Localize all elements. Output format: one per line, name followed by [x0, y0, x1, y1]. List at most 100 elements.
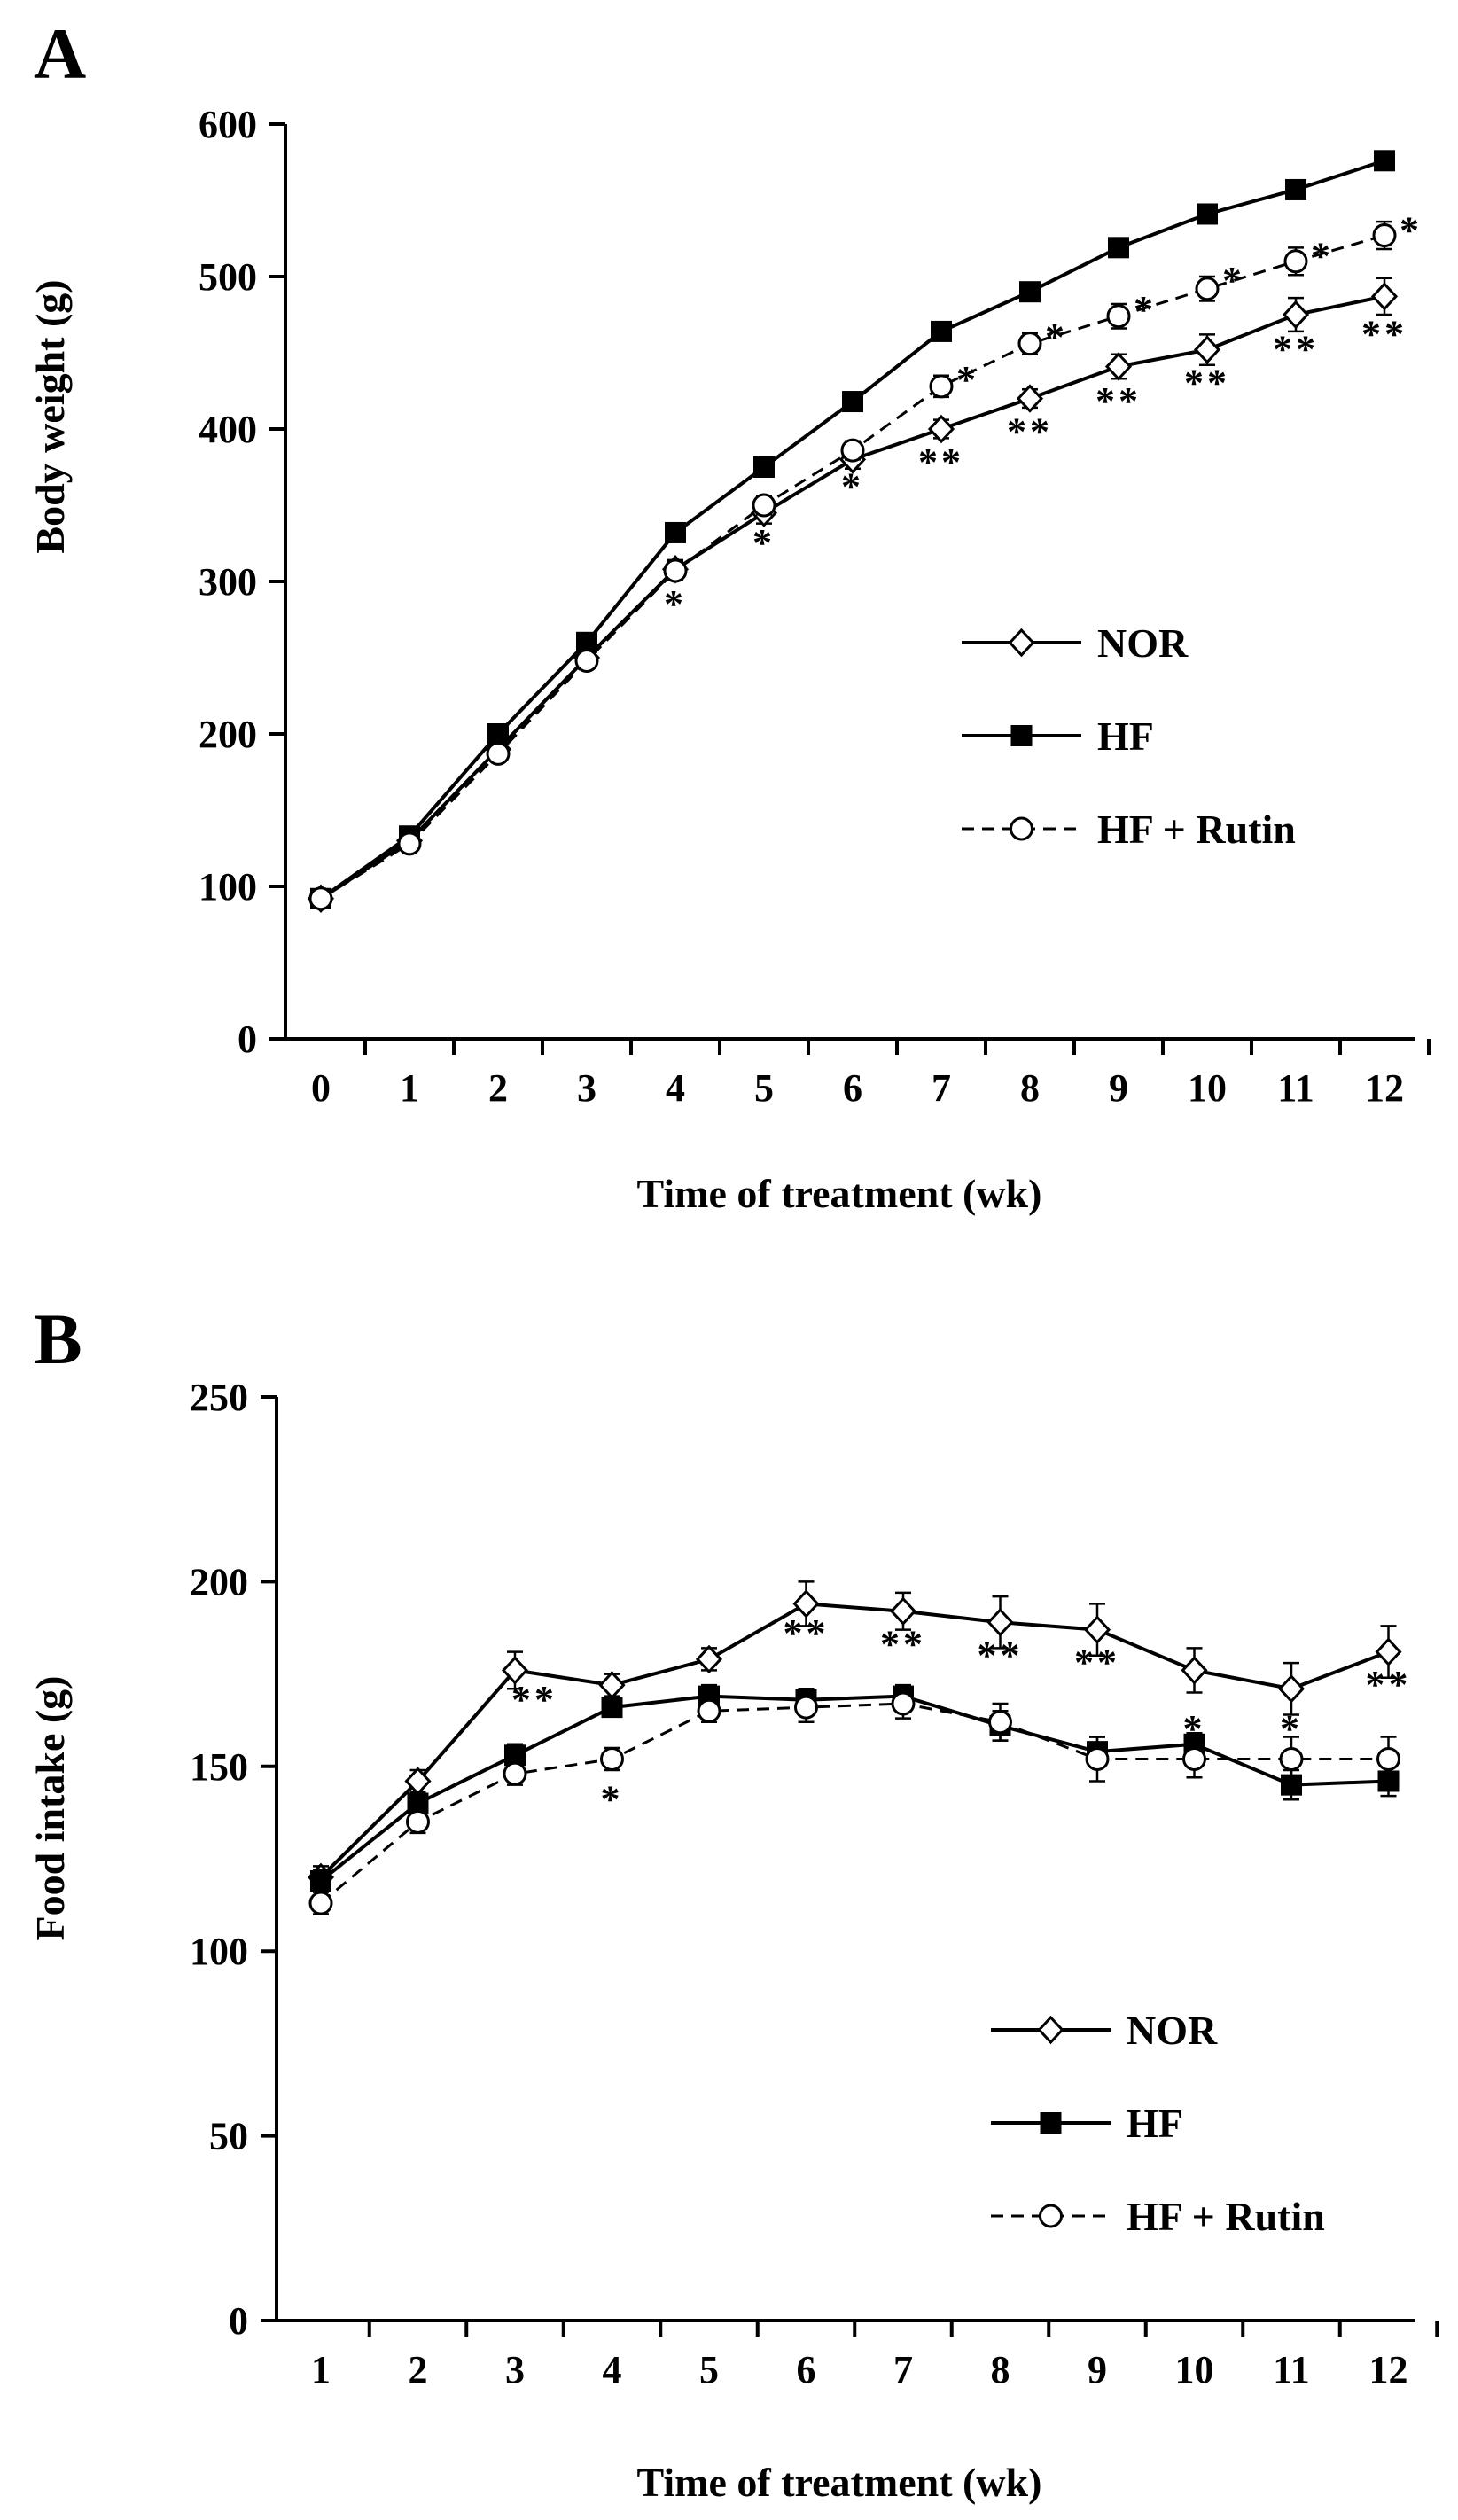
panel-a-hf-rutin-point	[397, 831, 422, 856]
panel-b-nor-point	[695, 1644, 723, 1674]
panel-b-x-tick-label: 10	[1175, 2348, 1214, 2391]
panel-b-x-tick-label: 11	[1273, 2348, 1310, 2391]
panel-a-hf-rutin-point	[840, 438, 865, 463]
panel-b-hf-rutin-point	[1085, 1746, 1110, 1771]
panel-b-x-tick-label: 6	[797, 2348, 816, 2391]
panel-b-x-tick-label: 2	[409, 2348, 428, 2391]
panel-b-label: B	[34, 1299, 82, 1379]
panel-b-nor-point	[1375, 1637, 1402, 1666]
panel-b-x-tick-label: 4	[603, 2348, 622, 2391]
panel-b-significance-marker: *	[601, 1777, 624, 1821]
panel-a-legend-hf-rutin-marker	[1010, 816, 1033, 841]
panel-b-hf-rutin-point	[1182, 1746, 1206, 1771]
panel-a-hf-point	[1374, 150, 1395, 172]
panel-a-hf-point	[842, 391, 863, 413]
panel-b-significance-marker: **	[1366, 1663, 1412, 1706]
panel-a-y-tick-label: 200	[199, 713, 257, 756]
panel-b-legend-hf-label: HF	[1127, 2101, 1183, 2146]
panel-b-y-tick-label: 250	[190, 1376, 248, 1419]
panel-a-hf-rutin-point	[1372, 223, 1397, 248]
panel-a-y-tick-label: 500	[199, 255, 257, 299]
panel-b-hf-point	[310, 1870, 331, 1892]
panel-a-nor-point	[1370, 282, 1399, 311]
panel-a-significance-marker: **	[918, 441, 964, 484]
panel-a-x-tick-label: 12	[1365, 1066, 1404, 1110]
panel-a-hf-point	[1019, 281, 1041, 303]
panel-b-x-tick-label: 5	[699, 2348, 719, 2391]
panel-a-y-tick-label: 600	[199, 103, 257, 146]
panel-a-hf-point	[1108, 237, 1129, 259]
panel-a-x-tick-label: 6	[843, 1066, 862, 1110]
panel-b-significance-marker: **	[1074, 1641, 1120, 1684]
panel-a-ylabel: Body weight (g)	[27, 279, 73, 553]
panel-a-nor-point	[1104, 352, 1133, 381]
panel-a-nor-point	[1282, 300, 1310, 330]
panel-b-nor-point	[1277, 1674, 1306, 1704]
panel-b-significance-marker: **	[978, 1634, 1024, 1677]
panel-a-significance-marker: *	[1222, 259, 1245, 302]
panel-b-legend-nor-label: NOR	[1127, 2008, 1218, 2053]
panel-a-y-tick-label: 0	[238, 1018, 257, 1061]
panel-a-legend: NOR HF HF + Rutin	[962, 620, 1296, 852]
panel-a-x-tick-label: 1	[400, 1066, 419, 1110]
panel-a-hf-point	[1285, 178, 1306, 200]
panel-a-significance-marker: *	[956, 358, 979, 402]
panel-b-nor-point	[889, 1596, 917, 1626]
panel-a-hf-rutin-point	[1195, 277, 1220, 301]
panel-a-legend-nor-marker	[1008, 628, 1035, 658]
panel-a-hf-rutin-point	[1283, 249, 1308, 274]
panel-b-hf-rutin-point	[1279, 1746, 1304, 1771]
panel-a-hf-rutin-point	[752, 493, 776, 518]
panel-a-hf-rutin-point	[486, 741, 511, 766]
panel-a-significance-marker: **	[1007, 410, 1053, 453]
panel-b-y-tick-label: 100	[190, 1930, 248, 1973]
panel-a-x-tick-label: 5	[754, 1066, 774, 1110]
panel-a-x-tick-label: 0	[311, 1066, 331, 1110]
panel-a-x-tick-label: 2	[488, 1066, 508, 1110]
panel-b-hf-line	[319, 1694, 1389, 1883]
panel-a-hf-point	[1197, 203, 1218, 225]
panel-a-significance-marker: *	[1311, 235, 1334, 278]
panel-b-legend-hf-marker	[1040, 2112, 1062, 2134]
panel-b-y-tick-label: 0	[229, 2299, 248, 2343]
panel-a-significance-marker: **	[1095, 379, 1142, 423]
panel-b-significance-marker: **	[784, 1611, 830, 1655]
panel-a-significance-marker: *	[1134, 288, 1157, 332]
panel-a-significance-marker: *	[1045, 316, 1068, 359]
panel-b-ylabel: Food intake (g)	[27, 1676, 73, 1941]
panel-b-hf-rutin-point	[1376, 1746, 1400, 1771]
panel-a-significance-marker: *	[1400, 208, 1423, 252]
panel-a-x-tick-label: 3	[577, 1066, 596, 1110]
panel-b-x-tick-label: 3	[505, 2348, 525, 2391]
panel-a-hf-point	[753, 456, 775, 478]
panel-b-significance-marker: *	[1183, 1707, 1206, 1751]
panel-b-y-tick-label: 200	[190, 1560, 248, 1603]
panel-a-hf-point	[487, 723, 509, 745]
panel-a-significance-marker: **	[1273, 328, 1319, 371]
panel-a-hf-point	[665, 521, 686, 543]
panel-a-significance-marker: *	[664, 582, 687, 626]
panel-a-nor-point	[1016, 384, 1044, 413]
panel-b-legend: NOR HF HF + Rutin	[991, 2008, 1325, 2239]
panel-a-hf-rutin-point	[1106, 304, 1131, 329]
panel-b-xlabel: Time of treatment (wk)	[637, 2460, 1042, 2505]
panel-b-nor-point	[792, 1589, 820, 1619]
panel-b-x-tick-label: 7	[893, 2348, 913, 2391]
panel-b-nor-point	[1181, 1656, 1208, 1685]
panel-a-hf-point	[931, 320, 952, 342]
panel-b-significance-marker: **	[511, 1678, 557, 1721]
panel-b-hf-rutin-point	[406, 1809, 430, 1834]
panel-b-nor-point	[501, 1656, 529, 1685]
panel-b-nor-point	[598, 1670, 626, 1700]
panel-b-legend-nor-marker	[1037, 2015, 1064, 2045]
panel-b-nor-point	[986, 1608, 1014, 1637]
panel-b-x-tick-label: 12	[1369, 2348, 1408, 2391]
panel-a-y-tick-label: 300	[199, 560, 257, 604]
panel-a-hf-rutin-line	[320, 234, 1385, 901]
panel-a-series-layer: *********************	[307, 150, 1423, 913]
panel-a-significance-marker: **	[1184, 361, 1230, 404]
panel-a-x-tick-label: 4	[666, 1066, 685, 1110]
panel-b-x-tick-label: 8	[991, 2348, 1010, 2391]
panel-a-y-tick-label: 400	[199, 408, 257, 451]
